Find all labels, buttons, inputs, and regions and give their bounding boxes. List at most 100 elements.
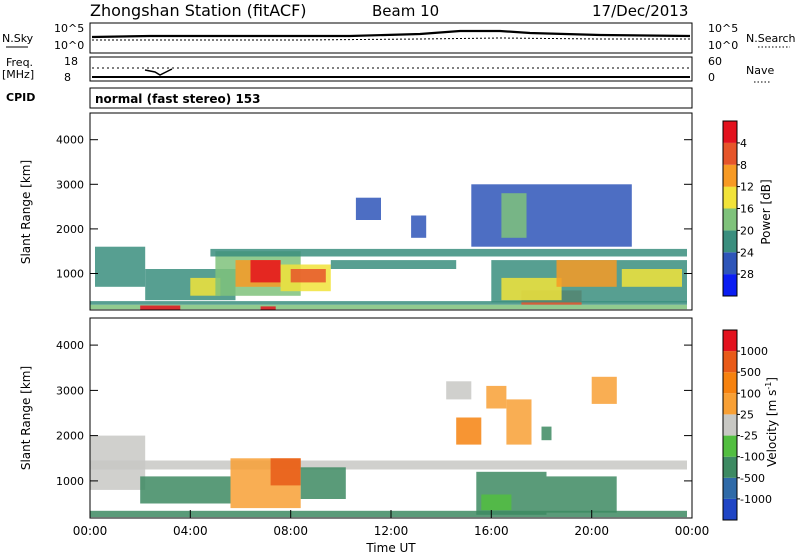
colorbar-frame xyxy=(722,329,738,521)
power-echo-region xyxy=(621,269,682,287)
y-tick-label: 2000 xyxy=(56,223,84,236)
velocity-ylabel: Slant Range [km] xyxy=(19,366,33,470)
nsearch-tick-top: 10^5 xyxy=(708,22,738,35)
colorbar-swatch xyxy=(723,414,737,436)
power-echo-region xyxy=(290,269,326,283)
velocity-echo-region xyxy=(591,376,617,404)
velocity-cbar-label-superscript: -1 xyxy=(764,382,773,390)
y-tick-label: 1000 xyxy=(56,475,84,488)
velocity-cbar-label: Velocity [m s-1] xyxy=(764,377,779,467)
power-echo-region xyxy=(90,304,687,310)
colorbar-swatch xyxy=(723,393,737,415)
velocity-colorbar: 1000 500 100 25 -25 -100 -500 -1000 xyxy=(722,329,772,521)
power-cbar-label: Power [dB] xyxy=(759,179,773,244)
colorbar-swatch xyxy=(723,230,737,253)
power-echo-region xyxy=(411,215,427,238)
power-data-layer xyxy=(90,184,687,310)
velocity-echo-region xyxy=(541,426,552,441)
power-y-axis: 1000 2000 3000 4000 xyxy=(56,134,692,281)
colorbar-swatch xyxy=(723,372,737,394)
velocity-echo-region xyxy=(546,476,617,513)
power-echo-region xyxy=(501,277,562,301)
x-tick-label: 00:00 xyxy=(73,524,108,538)
x-tick-label: 20:00 xyxy=(574,524,609,538)
freq-label-2: [MHz] xyxy=(2,68,34,81)
velocity-echo-region xyxy=(456,417,482,445)
power-echo-region xyxy=(190,277,221,296)
colorbar-swatch xyxy=(723,186,737,209)
colorbar-tick-label: 100 xyxy=(740,387,761,400)
velocity-echo-region xyxy=(300,467,346,499)
power-echo-region xyxy=(210,248,687,257)
velocity-xlabel: Time UT xyxy=(365,541,416,554)
nsky-label: N.Sky xyxy=(2,32,34,45)
power-echo-region xyxy=(330,260,457,269)
colorbar-swatch xyxy=(723,142,737,165)
colorbar-swatch xyxy=(723,208,737,231)
freq-label-1: Freq. xyxy=(6,56,33,69)
x-tick-label: 00:00 xyxy=(675,524,710,538)
colorbar-swatch xyxy=(723,351,737,373)
velocity-echo-region xyxy=(90,460,687,470)
colorbar-tick-label: -1000 xyxy=(740,493,772,506)
colorbar-swatch xyxy=(723,274,737,296)
nave-excursion xyxy=(144,68,173,76)
velocity-y-axis: 1000 2000 3000 4000 xyxy=(56,339,692,488)
colorbar-swatch xyxy=(723,477,737,499)
velocity-echo-region xyxy=(90,510,687,518)
colorbar-tick-label: -100 xyxy=(740,451,765,464)
colorbar-tick-label: 25 xyxy=(740,408,754,421)
colorbar-swatch xyxy=(723,498,737,520)
velocity-echo-region xyxy=(481,494,512,511)
y-tick-label: 4000 xyxy=(56,339,84,352)
colorbar-tick-label: 24 xyxy=(740,246,754,259)
nave-tick-top: 60 xyxy=(708,55,722,68)
power-panel: 1000 2000 3000 4000 Slant Range [km] 4 8 12 16… xyxy=(19,112,773,311)
colorbar-tick-label: 12 xyxy=(740,181,754,194)
power-ylabel: Slant Range [km] xyxy=(19,160,33,264)
cpid-frame xyxy=(89,87,693,109)
colorbar-tick-label: 500 xyxy=(740,366,761,379)
x-tick-label: 04:00 xyxy=(173,524,208,538)
power-echo-region xyxy=(140,305,181,310)
velocity-echo-region xyxy=(140,476,231,504)
freq-panel: Freq. [MHz] 18 8 60 0 Nave xyxy=(2,55,774,84)
freq-tick-top: 18 xyxy=(64,55,78,68)
cpid-text: normal (fast stereo) 153 xyxy=(95,92,261,106)
station-title: Zhongshan Station (fitACF) xyxy=(90,1,307,20)
colorbar-tick-label: 16 xyxy=(740,203,754,216)
power-colorbar: 4 8 12 16 20 24 28 xyxy=(722,120,754,297)
nsearch-trace xyxy=(92,37,690,41)
colorbar-swatch xyxy=(723,252,737,275)
nsky-tick-top: 10^5 xyxy=(54,22,84,35)
velocity-echo-region xyxy=(446,381,472,400)
colorbar-swatch xyxy=(723,456,737,478)
power-echo-region xyxy=(556,260,617,287)
colorbar-tick-label: 8 xyxy=(740,159,747,172)
velocity-echo-region xyxy=(270,458,301,486)
date-title: 17/Dec/2013 xyxy=(592,2,688,20)
colorbar-tick-label: -500 xyxy=(740,472,765,485)
cpid-panel: CPID normal (fast stereo) 153 xyxy=(6,87,693,109)
colorbar-tick-label: 4 xyxy=(740,137,747,150)
power-frame xyxy=(89,112,693,311)
nsky-tick-bottom: 10^0 xyxy=(54,39,84,52)
colorbar-swatch xyxy=(723,435,737,457)
freq-frame xyxy=(89,56,693,82)
y-tick-label: 3000 xyxy=(56,384,84,397)
y-tick-label: 2000 xyxy=(56,430,84,443)
power-echo-region xyxy=(355,197,381,220)
nsearch-tick-bottom: 10^0 xyxy=(708,39,738,52)
power-echo-region xyxy=(250,260,281,283)
y-tick-label: 4000 xyxy=(56,134,84,147)
x-tick-label: 16:00 xyxy=(474,524,509,538)
velocity-echo-region xyxy=(506,399,532,445)
nave-label: Nave xyxy=(746,64,774,77)
power-echo-region xyxy=(471,184,632,247)
colorbar-swatch xyxy=(723,121,737,143)
colorbar-tick-label: -25 xyxy=(740,430,758,443)
nsky-frame xyxy=(89,22,693,54)
y-tick-label: 3000 xyxy=(56,178,84,191)
velocity-x-axis: 00:00 04:00 08:00 12:00 16:00 20:00 00:00 xyxy=(73,510,710,538)
velocity-echo-region xyxy=(486,385,507,409)
